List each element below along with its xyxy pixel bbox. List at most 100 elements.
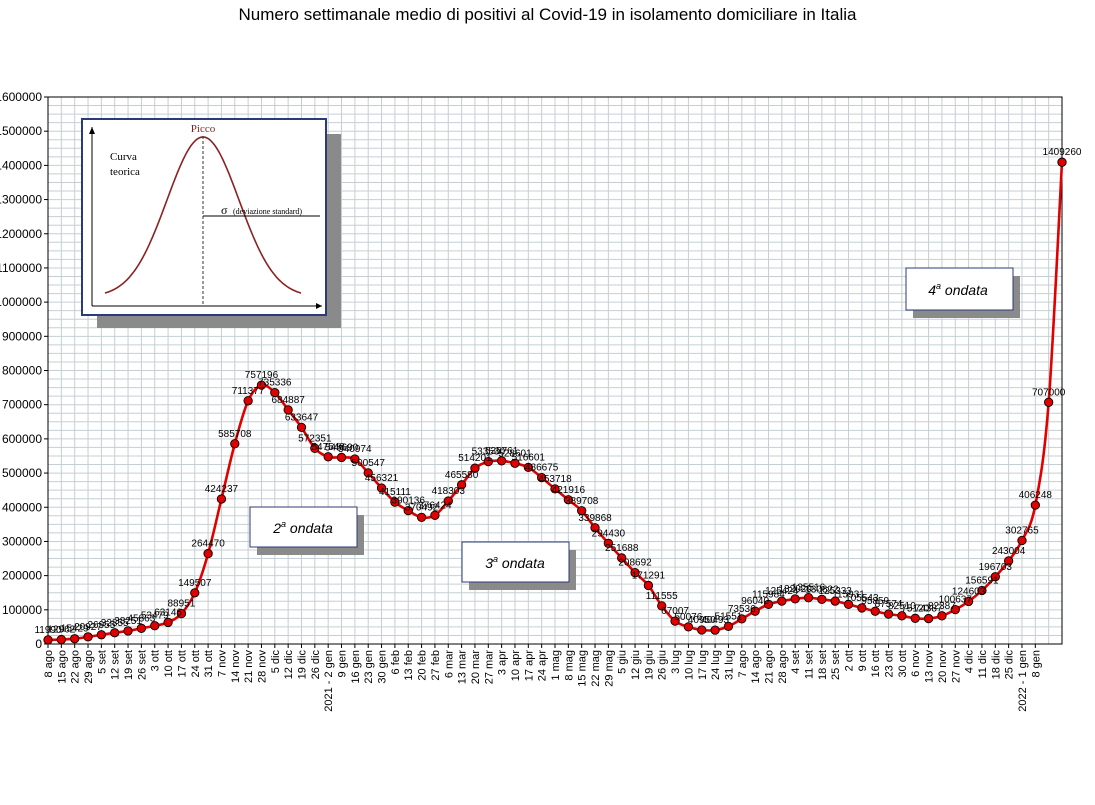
data-point — [483, 456, 493, 467]
x-tick-label: 18 set — [817, 650, 829, 680]
x-tick-label: 3 ott — [150, 650, 162, 671]
x-tick-label: 8 ago — [43, 650, 55, 678]
data-point — [510, 458, 520, 468]
x-tick-label: 28 nov — [256, 650, 268, 684]
x-tick-label: 23 gen — [363, 650, 375, 684]
x-tick-label: 19 giu — [643, 650, 655, 680]
x-tick-label: 13 mar — [457, 650, 469, 685]
annotation-2-sup: a — [281, 519, 286, 529]
x-tick-label: 27 mar — [483, 650, 495, 685]
data-point — [1003, 556, 1014, 566]
data-point — [883, 609, 894, 619]
data-label: 547548 — [311, 442, 345, 453]
data-point — [657, 601, 667, 611]
x-tick-label: 19 dic — [297, 650, 309, 680]
x-tick-label: 12 dic — [283, 650, 295, 680]
data-point — [710, 625, 720, 635]
data-point — [96, 630, 107, 640]
data-point — [577, 506, 587, 516]
data-point — [230, 439, 240, 449]
data-point — [110, 628, 120, 638]
data-label: 302765 — [1005, 525, 1039, 536]
data-point — [176, 608, 187, 619]
data-point — [790, 594, 800, 604]
x-tick-label: 19 set — [123, 650, 135, 680]
x-tick-label: 26 giu — [657, 650, 669, 680]
x-tick-label: 15 mag — [577, 650, 589, 687]
x-tick-label: 10 apr — [510, 650, 522, 682]
x-tick-label: 17 ott — [176, 650, 188, 678]
data-label: 535761 — [485, 446, 519, 457]
data-label: 15429 — [61, 624, 89, 635]
y-tick-label: 100000 — [2, 603, 42, 617]
x-tick-label: 14 nov — [230, 650, 242, 684]
chart-title: Numero settimanale medio di positivi al … — [238, 5, 857, 24]
x-tick-label: 6 nov — [910, 650, 922, 677]
annotation-3-sup: a — [493, 554, 498, 564]
data-label: 735336 — [258, 378, 292, 389]
data-label: 465580 — [445, 470, 479, 481]
x-tick-label: 2021 - 2 gen — [323, 650, 335, 712]
data-point — [376, 483, 387, 493]
data-point — [1044, 397, 1054, 407]
y-axis: 0 100000 200000 300000 400000 500000 600000 700… — [0, 90, 48, 651]
x-tick-label: 3 lug — [670, 650, 682, 674]
data-label: 135516 — [792, 583, 826, 594]
data-point — [670, 616, 680, 626]
data-label: 149507 — [178, 578, 212, 589]
y-tick-label: 200000 — [2, 569, 42, 583]
data-label: 528601 — [498, 448, 532, 459]
data-label: 50076 — [675, 612, 703, 623]
annotation-2-num: 2 — [272, 520, 281, 536]
data-point — [390, 497, 400, 507]
data-label: 264470 — [191, 539, 225, 550]
x-tick-label: 27 nov — [950, 650, 962, 684]
y-tick-label: 700000 — [2, 398, 42, 412]
svg-text:4a ondata: 4a ondata — [928, 281, 988, 298]
data-label: 100637 — [939, 595, 973, 606]
x-tick-label: 30 ott — [897, 650, 909, 678]
x-tick-label: 11 set — [804, 650, 816, 679]
data-point — [817, 594, 827, 604]
x-tick-label: 15 ago — [56, 650, 68, 684]
x-tick-label: 6 mar — [443, 650, 455, 678]
x-tick-label: 29 mag — [603, 650, 615, 687]
data-point — [843, 599, 854, 610]
data-point — [270, 387, 280, 398]
y-tick-label: 500000 — [2, 466, 42, 480]
data-label: 415111 — [379, 487, 411, 498]
x-tick-label: 10 lug — [683, 650, 695, 680]
data-point — [617, 553, 627, 563]
y-tick-label: 1400000 — [0, 158, 42, 172]
data-point — [216, 494, 227, 504]
inset-peak-label: Picco — [191, 123, 216, 135]
data-point — [910, 613, 920, 623]
y-tick-label: 600000 — [2, 432, 42, 446]
data-label: 74387 — [915, 604, 943, 615]
data-label: 757196 — [245, 370, 279, 381]
x-axis: 8 ago 15 ago 22 ago 29 ago 5 set 12 set 19 set… — [43, 644, 1042, 712]
data-label: 711377 — [232, 386, 265, 397]
data-label: 115984 — [752, 589, 785, 600]
data-point — [43, 635, 53, 645]
data-label: 12962 — [47, 625, 75, 636]
data-point — [590, 523, 600, 533]
data-label: 171291 — [632, 570, 666, 581]
data-label: 63146 — [154, 607, 182, 618]
data-label: 51551 — [715, 611, 743, 622]
annotation-3-rest: ondata — [498, 555, 545, 571]
x-tick-label: 22 mag — [590, 650, 602, 687]
data-label: 684887 — [271, 395, 305, 406]
data-point — [203, 548, 213, 559]
x-tick-label: 16 gen — [350, 650, 362, 684]
data-point — [523, 462, 533, 473]
data-label: 294430 — [592, 528, 626, 539]
x-tick-label: 11 dic — [977, 650, 989, 679]
data-labels: 1199012962154292092726955328553825145863… — [34, 147, 1081, 636]
data-point — [336, 452, 347, 463]
x-tick-label: 31 ott — [203, 650, 215, 678]
data-point — [123, 626, 133, 636]
data-label: 389708 — [565, 496, 599, 507]
x-tick-label: 13 feb — [403, 650, 415, 681]
data-label: 376424 — [418, 500, 452, 511]
